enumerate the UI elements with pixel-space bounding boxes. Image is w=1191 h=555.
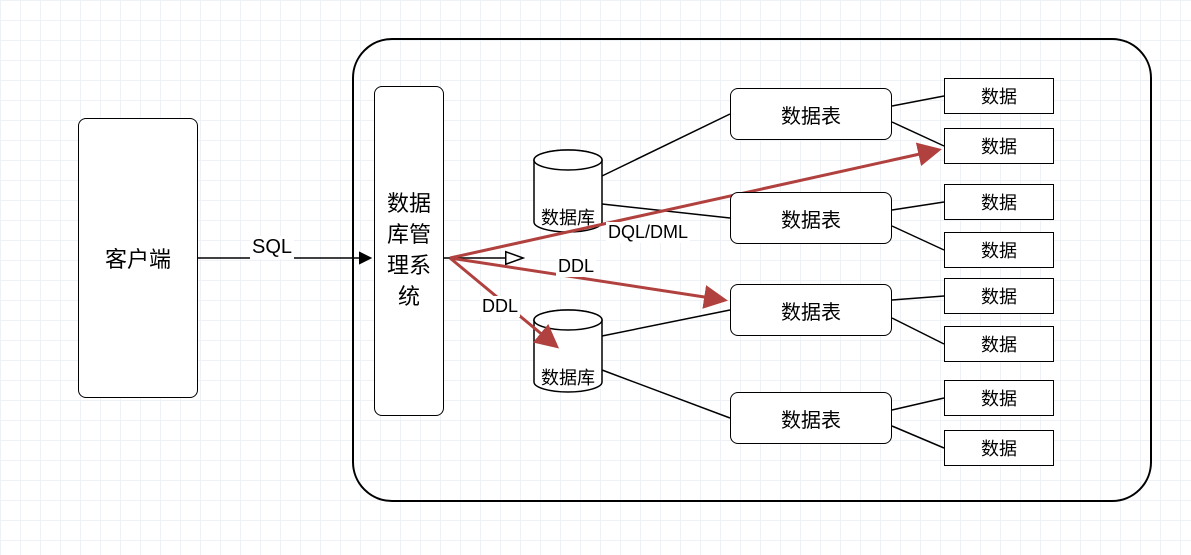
data-3-label: 数据 <box>981 189 1017 215</box>
data-4-node: 数据 <box>944 232 1054 268</box>
edge-t1-d2 <box>892 122 944 146</box>
edge-t3-d5 <box>892 296 944 300</box>
edge-t2-d4 <box>892 226 944 250</box>
table-4-node: 数据表 <box>730 392 892 444</box>
edge-t4-d8 <box>892 426 944 448</box>
data-8-node: 数据 <box>944 430 1054 466</box>
data-4-label: 数据 <box>981 237 1017 263</box>
data-5-node: 数据 <box>944 278 1054 314</box>
edge-t3-d6 <box>892 318 944 344</box>
edge-label-dql-dml: DQL/DML <box>606 222 690 243</box>
data-3-node: 数据 <box>944 184 1054 220</box>
edge-label-sql: SQL <box>250 236 294 259</box>
client-node: 客户端 <box>78 118 198 398</box>
data-7-node: 数据 <box>944 380 1054 416</box>
data-6-label: 数据 <box>981 331 1017 357</box>
data-1-label: 数据 <box>981 83 1017 109</box>
data-7-label: 数据 <box>981 385 1017 411</box>
edge-t1-d1 <box>892 96 944 106</box>
edge-db1-table1 <box>602 114 730 176</box>
table-2-node: 数据表 <box>730 192 892 244</box>
table-3-node: 数据表 <box>730 284 892 336</box>
edge-label-ddl-1: DDL <box>480 296 520 317</box>
edge-db2-table3 <box>602 310 730 336</box>
edge-t2-d3 <box>892 202 944 210</box>
database-1-label: 数据库 <box>540 204 596 230</box>
dbms-label: 数据库管理系统 <box>375 189 443 312</box>
database-2-label: 数据库 <box>540 364 596 390</box>
table-4-label: 数据表 <box>781 404 841 433</box>
data-8-label: 数据 <box>981 435 1017 461</box>
data-6-node: 数据 <box>944 326 1054 362</box>
data-2-label: 数据 <box>981 133 1017 159</box>
table-3-label: 数据表 <box>781 296 841 325</box>
edge-db2-table4 <box>602 370 730 418</box>
edge-label-ddl-2: DDL <box>556 256 596 277</box>
client-label: 客户端 <box>105 242 171 274</box>
data-1-node: 数据 <box>944 78 1054 114</box>
edge-t4-d7 <box>892 398 944 410</box>
table-2-label: 数据表 <box>781 204 841 233</box>
dbms-node: 数据库管理系统 <box>374 86 444 416</box>
data-2-node: 数据 <box>944 128 1054 164</box>
table-1-label: 数据表 <box>781 100 841 129</box>
data-5-label: 数据 <box>981 283 1017 309</box>
table-1-node: 数据表 <box>730 88 892 140</box>
